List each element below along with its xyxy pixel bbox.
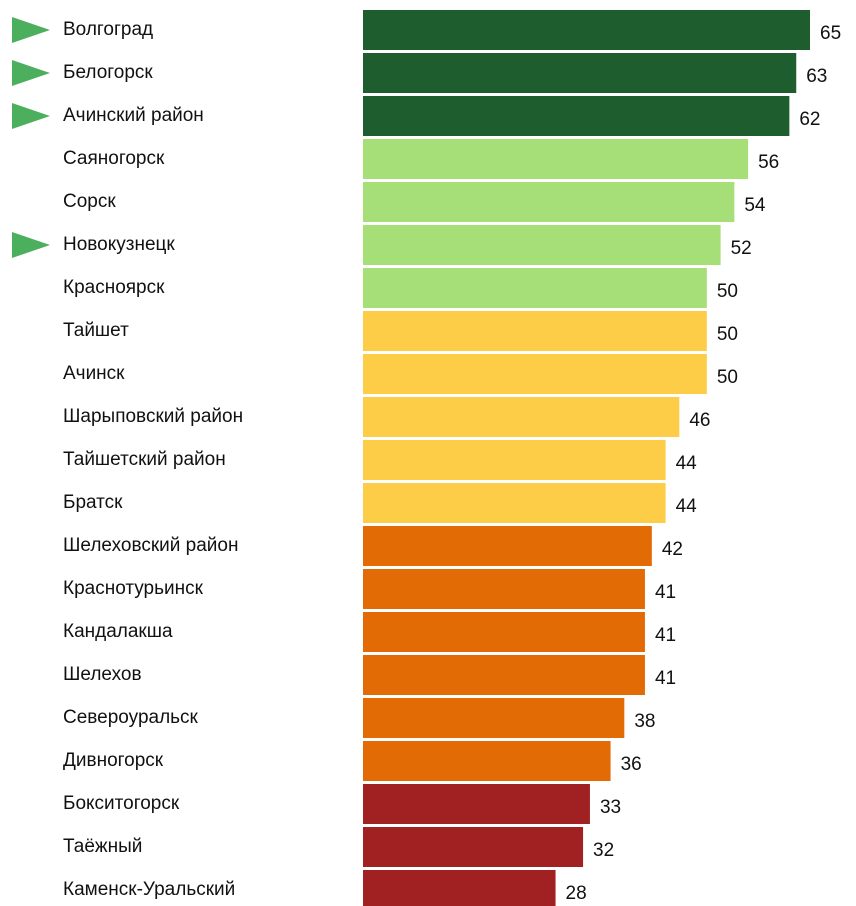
bar bbox=[363, 354, 707, 394]
bar bbox=[363, 483, 666, 523]
category-label: Шелеховский район bbox=[63, 535, 238, 556]
value-label: 44 bbox=[676, 453, 698, 474]
value-label: 54 bbox=[744, 195, 766, 216]
row-marker bbox=[12, 103, 50, 129]
bar bbox=[363, 440, 666, 480]
value-label: 28 bbox=[566, 883, 587, 904]
bar bbox=[363, 827, 584, 867]
value-label: 42 bbox=[662, 539, 683, 560]
category-label: Североуральск bbox=[63, 707, 199, 728]
value-label: 41 bbox=[655, 668, 676, 689]
bar bbox=[363, 655, 645, 695]
value-label: 33 bbox=[600, 797, 621, 818]
bar bbox=[363, 311, 707, 351]
category-label: Белогорск bbox=[63, 62, 153, 83]
value-label: 56 bbox=[758, 152, 779, 173]
category-label: Красноярск bbox=[63, 277, 165, 298]
bar bbox=[363, 182, 735, 222]
bar bbox=[363, 397, 680, 437]
value-label: 50 bbox=[717, 367, 738, 388]
category-label: Шелехов bbox=[63, 664, 142, 685]
category-label: Каменск-Уральский bbox=[63, 879, 235, 900]
value-label: 65 bbox=[820, 23, 841, 44]
value-label: 41 bbox=[655, 582, 676, 603]
value-label: 36 bbox=[621, 754, 642, 775]
bar bbox=[363, 870, 556, 906]
bar bbox=[363, 612, 645, 652]
value-label: 32 bbox=[593, 840, 614, 861]
bar bbox=[363, 741, 611, 781]
category-label: Тайшет bbox=[63, 320, 129, 341]
bar bbox=[363, 784, 590, 824]
value-label: 63 bbox=[806, 66, 827, 87]
category-label: Новокузнецк bbox=[63, 234, 175, 255]
bar bbox=[363, 698, 625, 738]
category-label: Краснотурьинск bbox=[63, 578, 204, 599]
category-label: Ачинский район bbox=[63, 105, 204, 126]
value-label: 41 bbox=[655, 625, 676, 646]
value-label: 44 bbox=[676, 496, 698, 517]
value-label: 46 bbox=[689, 410, 710, 431]
category-label: Тайшетский район bbox=[63, 449, 226, 470]
category-label: Дивногорск bbox=[63, 750, 164, 771]
bar bbox=[363, 569, 645, 609]
category-label: Саяногорск bbox=[63, 148, 165, 169]
category-label: Сорск bbox=[63, 191, 116, 212]
category-label: Ачинск bbox=[63, 363, 125, 384]
bar bbox=[363, 268, 707, 308]
category-label: Бокситогорск bbox=[63, 793, 180, 814]
row-marker bbox=[12, 60, 50, 86]
bar bbox=[363, 526, 652, 566]
row-marker bbox=[12, 232, 50, 258]
bar bbox=[363, 10, 810, 50]
value-label: 50 bbox=[717, 281, 738, 302]
category-label: Шарыповский район bbox=[63, 406, 243, 427]
bar bbox=[363, 96, 790, 136]
value-label: 50 bbox=[717, 324, 738, 345]
category-label: Кандалакша bbox=[63, 621, 173, 642]
value-label: 52 bbox=[731, 238, 752, 259]
value-label: 38 bbox=[634, 711, 655, 732]
row-marker bbox=[12, 17, 50, 43]
category-label: Братск bbox=[63, 492, 123, 513]
bar bbox=[363, 53, 797, 93]
category-label: Таёжный bbox=[63, 836, 142, 857]
category-label: Волгоград bbox=[63, 19, 153, 40]
bar bbox=[363, 225, 721, 265]
value-label: 62 bbox=[799, 109, 820, 130]
bar bbox=[363, 139, 749, 179]
